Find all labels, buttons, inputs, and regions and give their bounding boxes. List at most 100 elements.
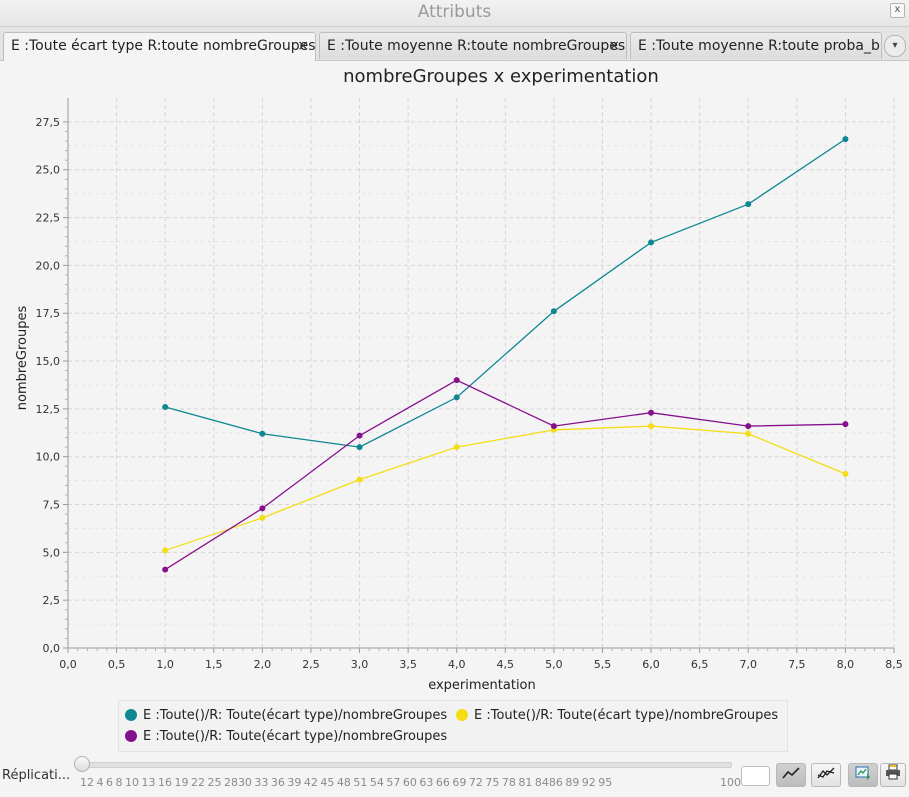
series-line-1 (165, 138, 846, 448)
chart-legend: E :Toute()/R: Toute(écart type)/nombreGr… (118, 700, 788, 752)
legend-dot-icon (125, 709, 137, 721)
data-point-series-3 (259, 505, 266, 512)
y-tick-label: 17,5 (36, 307, 61, 320)
x-tick-label: 8,0 (837, 658, 855, 671)
data-point-series-2 (356, 476, 363, 483)
export-image-icon (855, 766, 870, 780)
data-point-series-3 (162, 566, 169, 573)
tab-moyenne-proba-birth[interactable]: E :Toute moyenne R:toute proba_birth (630, 32, 882, 59)
replication-slider-thumb[interactable] (74, 756, 90, 772)
export-image-button[interactable] (848, 763, 878, 787)
replication-slider[interactable] (80, 762, 732, 768)
x-tick-label: 4,0 (448, 658, 466, 671)
x-tick-label: 0,5 (108, 658, 126, 671)
data-point-series-3 (648, 409, 655, 416)
replication-controls: Réplicati... 12 4 6 8 10 13 16 19 22 25 … (0, 756, 909, 797)
x-tick-label: 5,5 (594, 658, 612, 671)
x-tick-label: 4,5 (497, 658, 515, 671)
data-point-series-1 (259, 430, 266, 437)
legend-label: E :Toute()/R: Toute(écart type)/nombreGr… (143, 708, 448, 723)
y-tick-label: 22,5 (36, 212, 61, 225)
x-tick-label: 2,5 (302, 658, 320, 671)
x-tick-label: 1,0 (156, 658, 174, 671)
tab-label: E :Toute moyenne R:toute nombreGroupes (327, 38, 626, 54)
x-tick-label: 3,5 (399, 658, 417, 671)
data-point-series-3 (550, 423, 557, 430)
x-tick-label: 1,5 (205, 658, 223, 671)
x-tick-label: 2,0 (254, 658, 272, 671)
tab-close-icon[interactable]: × (297, 38, 309, 54)
x-tick-label: 8,5 (885, 658, 903, 671)
data-point-series-2 (842, 470, 849, 477)
data-point-series-1 (745, 201, 752, 208)
print-icon (886, 764, 900, 780)
y-tick-label: 0,0 (43, 642, 61, 655)
tab-label: E :Toute écart type R:toute nombreGroupe… (11, 38, 316, 54)
tab-label: E :Toute moyenne R:toute proba_birth (638, 38, 882, 54)
multi-line-mode-button[interactable] (811, 763, 841, 787)
tab-bar: E :Toute écart type R:toute nombreGroupe… (0, 27, 909, 61)
multi-line-chart-icon (817, 767, 835, 779)
tab-close-icon[interactable]: × (608, 38, 620, 54)
y-tick-label: 10,0 (36, 451, 61, 464)
y-tick-label: 20,0 (36, 259, 61, 272)
data-point-series-2 (162, 547, 169, 554)
data-point-series-1 (550, 308, 557, 315)
tab-moyenne-nombregroupes[interactable]: E :Toute moyenne R:toute nombreGroupes × (319, 32, 627, 59)
replication-label: Réplicati... (2, 768, 71, 783)
x-tick-label: 5,0 (545, 658, 563, 671)
data-point-series-3 (356, 432, 363, 439)
line-chart: 0,0 2,5 5,0 7,5 10,0 12,5 15,0 17,5 20,0 22,5 25,0… (15, 66, 903, 693)
tab-ecart-type-nombregroupes[interactable]: E :Toute écart type R:toute nombreGroupe… (3, 32, 316, 61)
data-point-series-1 (648, 239, 655, 246)
window-titlebar: Attributs x (0, 0, 909, 27)
line-mode-button[interactable] (776, 763, 806, 787)
data-point-series-1 (842, 136, 849, 143)
y-tick-label: 2,5 (43, 594, 61, 607)
legend-dot-icon (125, 730, 137, 742)
x-tick-label: 0,0 (59, 658, 77, 671)
replication-input[interactable] (741, 766, 770, 786)
y-tick-label: 15,0 (36, 355, 61, 368)
x-tick-label: 6,5 (691, 658, 709, 671)
data-point-series-1 (162, 403, 169, 410)
close-icon[interactable]: x (890, 3, 905, 18)
x-tick-label: 6,0 (642, 658, 660, 671)
legend-label: E :Toute()/R: Toute(écart type)/nombreGr… (474, 708, 779, 723)
y-tick-label: 12,5 (36, 403, 61, 416)
y-tick-label: 27,5 (36, 116, 61, 129)
legend-label: E :Toute()/R: Toute(écart type)/nombreGr… (143, 729, 448, 744)
data-point-series-1 (453, 394, 460, 401)
plot-area (68, 98, 894, 648)
print-button[interactable] (880, 763, 906, 787)
y-tick-label: 7,5 (43, 499, 61, 512)
legend-item-series-1[interactable]: E :Toute()/R: Toute(écart type)/nombreGr… (125, 707, 447, 725)
x-axis-label: experimentation (428, 678, 536, 693)
window-title: Attributs (417, 2, 492, 22)
y-tick-label: 25,0 (36, 164, 61, 177)
data-point-series-3 (745, 423, 752, 430)
series-line-3 (164, 379, 846, 571)
slider-tick-labels: 12 4 6 8 10 13 16 19 22 25 2830 33 36 39… (80, 776, 613, 789)
data-point-series-3 (453, 377, 460, 384)
line-chart-icon (782, 767, 800, 779)
x-tick-label: 7,5 (788, 658, 806, 671)
tab-overflow-menu-icon[interactable]: ▾ (884, 35, 906, 57)
data-point-series-2 (745, 430, 752, 437)
x-tick-label: 3,0 (351, 658, 369, 671)
legend-dot-icon (456, 709, 468, 721)
data-point-series-2 (259, 514, 266, 521)
data-point-series-3 (842, 421, 849, 428)
data-point-series-2 (648, 423, 655, 430)
data-point-series-2 (453, 444, 460, 451)
replication-slider-ticks: 12 4 6 8 10 13 16 19 22 25 2830 33 36 39… (80, 776, 760, 789)
x-tick-label: 7,0 (739, 658, 757, 671)
slider-max-label: 100 (720, 776, 741, 789)
legend-item-series-2[interactable]: E :Toute()/R: Toute(écart type)/nombreGr… (456, 707, 778, 725)
data-point-series-1 (356, 444, 363, 451)
series-line-2 (164, 425, 846, 552)
chart-title: nombreGroupes x experimentation (343, 66, 659, 87)
y-tick-label: 5,0 (43, 546, 61, 559)
legend-item-series-3[interactable]: E :Toute()/R: Toute(écart type)/nombreGr… (125, 728, 447, 746)
y-axis-label: nombreGroupes (15, 306, 30, 411)
